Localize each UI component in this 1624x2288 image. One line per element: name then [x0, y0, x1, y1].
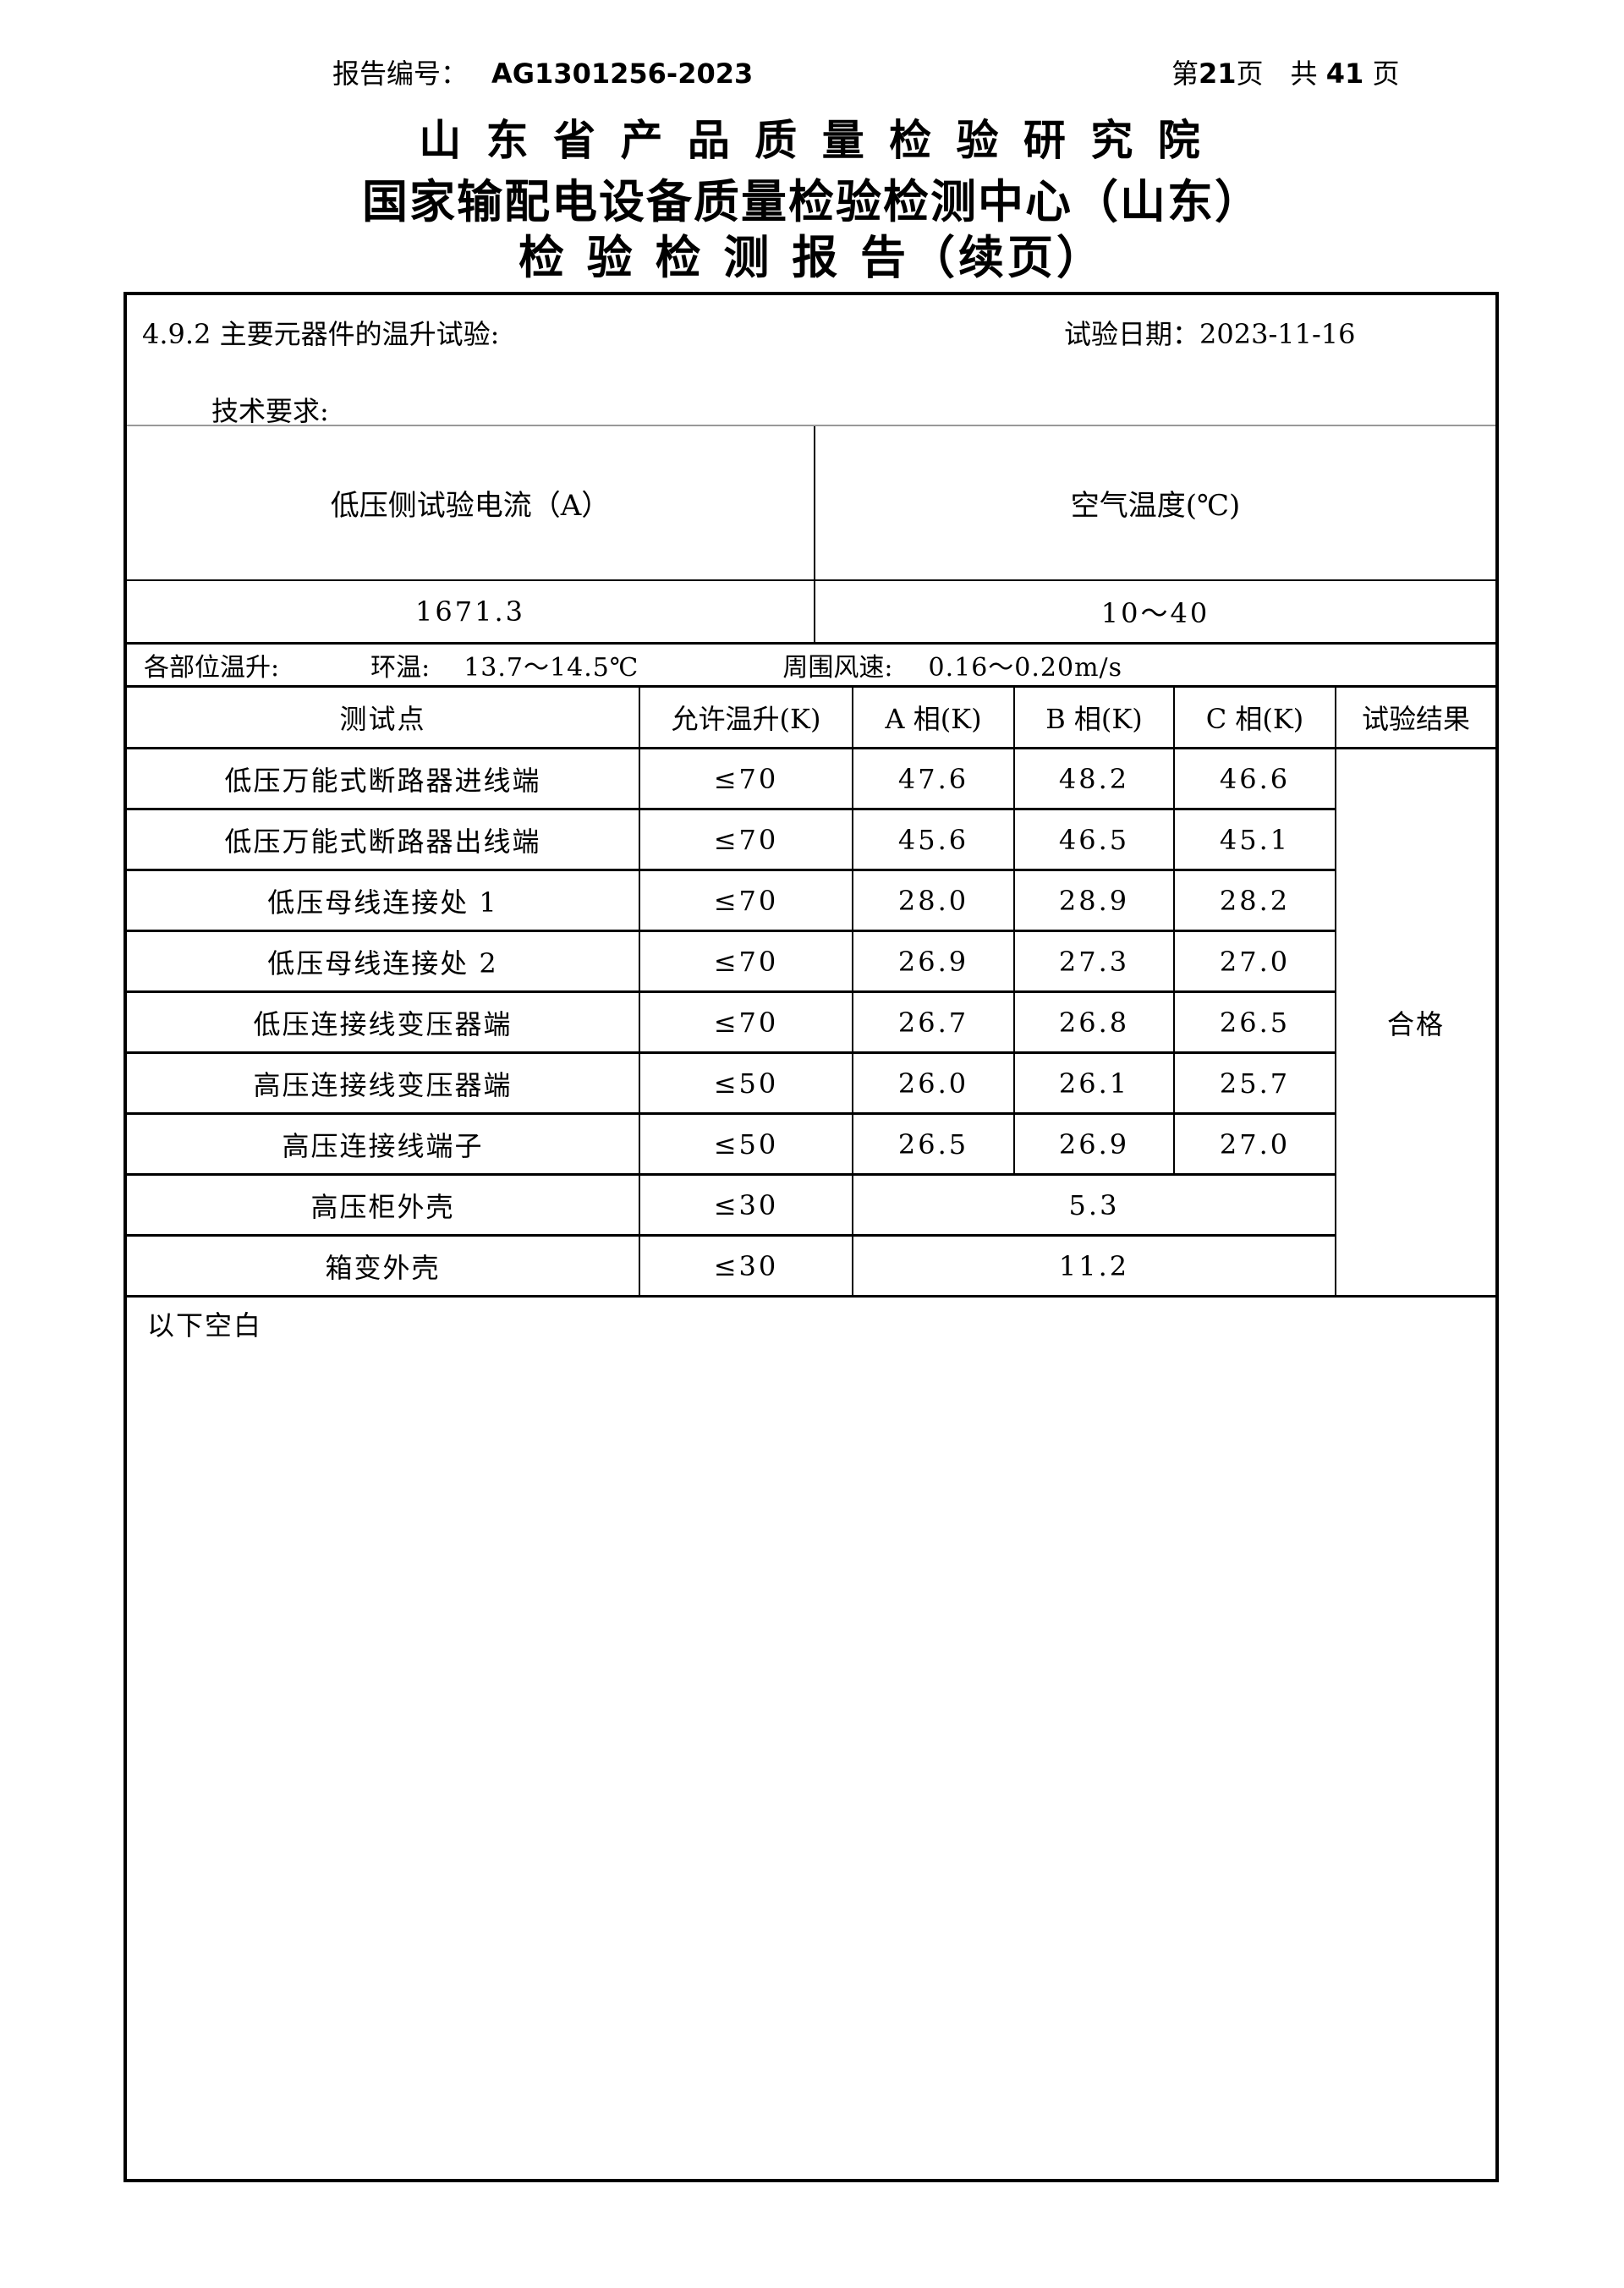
org-title: 山 东 省 产 品 质 量 检 验 研 究 院: [419, 116, 1205, 165]
phase-a-cell: 26.0: [852, 1052, 1014, 1115]
phase-a-cell: 26.9: [852, 930, 1014, 993]
phase-b-cell: 26.9: [1013, 1113, 1174, 1176]
phase-b-cell: 26.1: [1013, 1052, 1174, 1115]
phase-a-cell: 45.6: [852, 809, 1014, 871]
col-header-limit: 允许温升(K): [639, 686, 853, 749]
blank-area: 以下空白: [127, 1298, 1495, 2179]
test-point-cell: 高压连接线变压器端: [127, 1052, 639, 1115]
page-current: 21: [1199, 58, 1237, 90]
limit-cell: ≤50: [639, 1052, 853, 1115]
test-date: 试验日期：2023-11-16: [1064, 313, 1356, 352]
merged-value-cell: 11.2: [852, 1235, 1336, 1298]
test-point-cell: 高压柜外壳: [127, 1174, 639, 1237]
merged-value-cell: 5.3: [852, 1174, 1336, 1237]
limit-cell: ≤70: [639, 809, 853, 871]
phase-b-cell: 46.5: [1013, 809, 1174, 871]
limit-cell: ≤30: [639, 1174, 853, 1237]
phase-c-cell: 25.7: [1173, 1052, 1336, 1115]
col-header-phase-b: B 相(K): [1013, 686, 1174, 749]
section-heading-area: 4.9.2 主要元器件的温升试验: 试验日期：2023-11-16 技术要求:: [127, 295, 1495, 427]
lv-test-current-header: 低压侧试验电流（A）: [330, 489, 611, 523]
table-row: 低压万能式断路器出线端 ≤70 45.6 46.5 45.1: [127, 809, 1495, 871]
table-row: 低压连接线变压器端 ≤70 26.7 26.8 26.5: [127, 991, 1495, 1054]
test-date-label: 试验日期：: [1064, 318, 1200, 350]
phase-a-cell: 47.6: [852, 748, 1014, 810]
page-suffix: 页: [1363, 58, 1400, 90]
test-point-cell: 高压连接线端子: [127, 1113, 639, 1176]
lv-test-current-value: 1671.3: [127, 579, 814, 642]
table-row: 箱变外壳 ≤30 11.2: [127, 1235, 1495, 1298]
air-temp-header: 空气温度(℃): [814, 426, 1495, 579]
table-row: 低压母线连接处 1 ≤70 28.0 28.9 28.2: [127, 870, 1495, 932]
below-blank-note: 以下空白: [147, 1309, 263, 1342]
report-number-group: 报告编号： AG1301256-2023: [332, 52, 753, 91]
phase-b-cell: 27.3: [1013, 930, 1174, 993]
phase-c-cell: 27.0: [1173, 1113, 1336, 1176]
col-header-test-point: 测试点: [127, 686, 639, 749]
ambient-conditions-row: 各部位温升: 环温: 13.7～14.5℃ 周围风速: 0.16～0.20m/s: [127, 642, 1495, 685]
tech-params-table: 低压侧试验电流（A） 空气温度(℃) 1671.3 10～40: [127, 425, 1495, 642]
temp-rise-label: 各部位温升:: [144, 653, 280, 683]
wind-speed-label: 周围风速:: [782, 653, 893, 683]
page-indicator: 第21页 共 41 页: [1171, 52, 1399, 91]
ambient-temp-label: 环温:: [370, 653, 431, 683]
phase-c-cell: 28.2: [1173, 870, 1336, 932]
result-cell: 合格: [1335, 748, 1495, 1298]
limit-cell: ≤30: [639, 1235, 853, 1298]
running-header: 报告编号： AG1301256-2023 第21页 共 41 页: [0, 52, 1624, 91]
test-point-cell: 低压万能式断路器出线端: [127, 809, 639, 871]
table-row: 高压柜外壳 ≤30 5.3: [127, 1174, 1495, 1237]
phase-c-cell: 26.5: [1173, 991, 1336, 1054]
phase-b-cell: 48.2: [1013, 748, 1174, 810]
limit-cell: ≤70: [639, 748, 853, 810]
center-title: 国家输配电设备质量检验检测中心（山东）: [362, 175, 1262, 228]
report-number-label: 报告编号：: [332, 58, 469, 90]
report-title: 检 验 检 测 报 告（续页）: [518, 231, 1106, 284]
results-header-row: 测试点 允许温升(K) A 相(K) B 相(K) C 相(K) 试验结果: [127, 686, 1495, 749]
test-point-cell: 箱变外壳: [127, 1235, 639, 1298]
wind-speed-value: 0.16～0.20m/s: [928, 653, 1123, 683]
test-point-cell: 低压连接线变压器端: [127, 991, 639, 1054]
phase-c-cell: 46.6: [1173, 748, 1336, 810]
page-mid: 页 共: [1236, 58, 1326, 90]
test-point-cell: 低压母线连接处 1: [127, 870, 639, 932]
page-prefix: 第: [1171, 58, 1199, 90]
col-header-phase-a: A 相(K): [852, 686, 1014, 749]
tech-requirements-label: 技术要求:: [211, 395, 329, 427]
phase-a-cell: 28.0: [852, 870, 1014, 932]
col-header-result: 试验结果: [1335, 686, 1495, 749]
test-point-cell: 低压母线连接处 2: [127, 930, 639, 993]
limit-cell: ≤50: [639, 1113, 853, 1176]
table-row: 低压万能式断路器进线端 ≤70 47.6 48.2 46.6 合格: [127, 748, 1495, 1298]
limit-cell: ≤70: [639, 930, 853, 993]
phase-b-cell: 26.8: [1013, 991, 1174, 1054]
phase-c-cell: 27.0: [1173, 930, 1336, 993]
phase-a-cell: 26.7: [852, 991, 1014, 1054]
results-table: 测试点 允许温升(K) A 相(K) B 相(K) C 相(K) 试验结果 低压…: [127, 685, 1495, 1298]
report-number-value: AG1301256-2023: [491, 58, 754, 90]
limit-cell: ≤70: [639, 870, 853, 932]
ambient-temp-value: 13.7～14.5℃: [464, 653, 639, 683]
test-point-cell: 低压万能式断路器进线端: [127, 748, 639, 810]
table-row: 高压连接线端子 ≤50 26.5 26.9 27.0: [127, 1113, 1495, 1176]
air-temp-value: 10～40: [814, 579, 1495, 642]
col-header-phase-c: C 相(K): [1173, 686, 1336, 749]
page-total: 41: [1325, 58, 1364, 90]
phase-b-cell: 28.9: [1013, 870, 1174, 932]
table-row: 高压连接线变压器端 ≤50 26.0 26.1 25.7: [127, 1052, 1495, 1115]
test-date-value: 2023-11-16: [1199, 318, 1356, 350]
report-body-box: 4.9.2 主要元器件的温升试验: 试验日期：2023-11-16 技术要求: …: [123, 292, 1499, 2182]
table-row: 低压母线连接处 2 ≤70 26.9 27.3 27.0: [127, 930, 1495, 993]
phase-a-cell: 26.5: [852, 1113, 1014, 1176]
limit-cell: ≤70: [639, 991, 853, 1054]
phase-c-cell: 45.1: [1173, 809, 1336, 871]
clause-heading: 4.9.2 主要元器件的温升试验:: [142, 318, 500, 350]
